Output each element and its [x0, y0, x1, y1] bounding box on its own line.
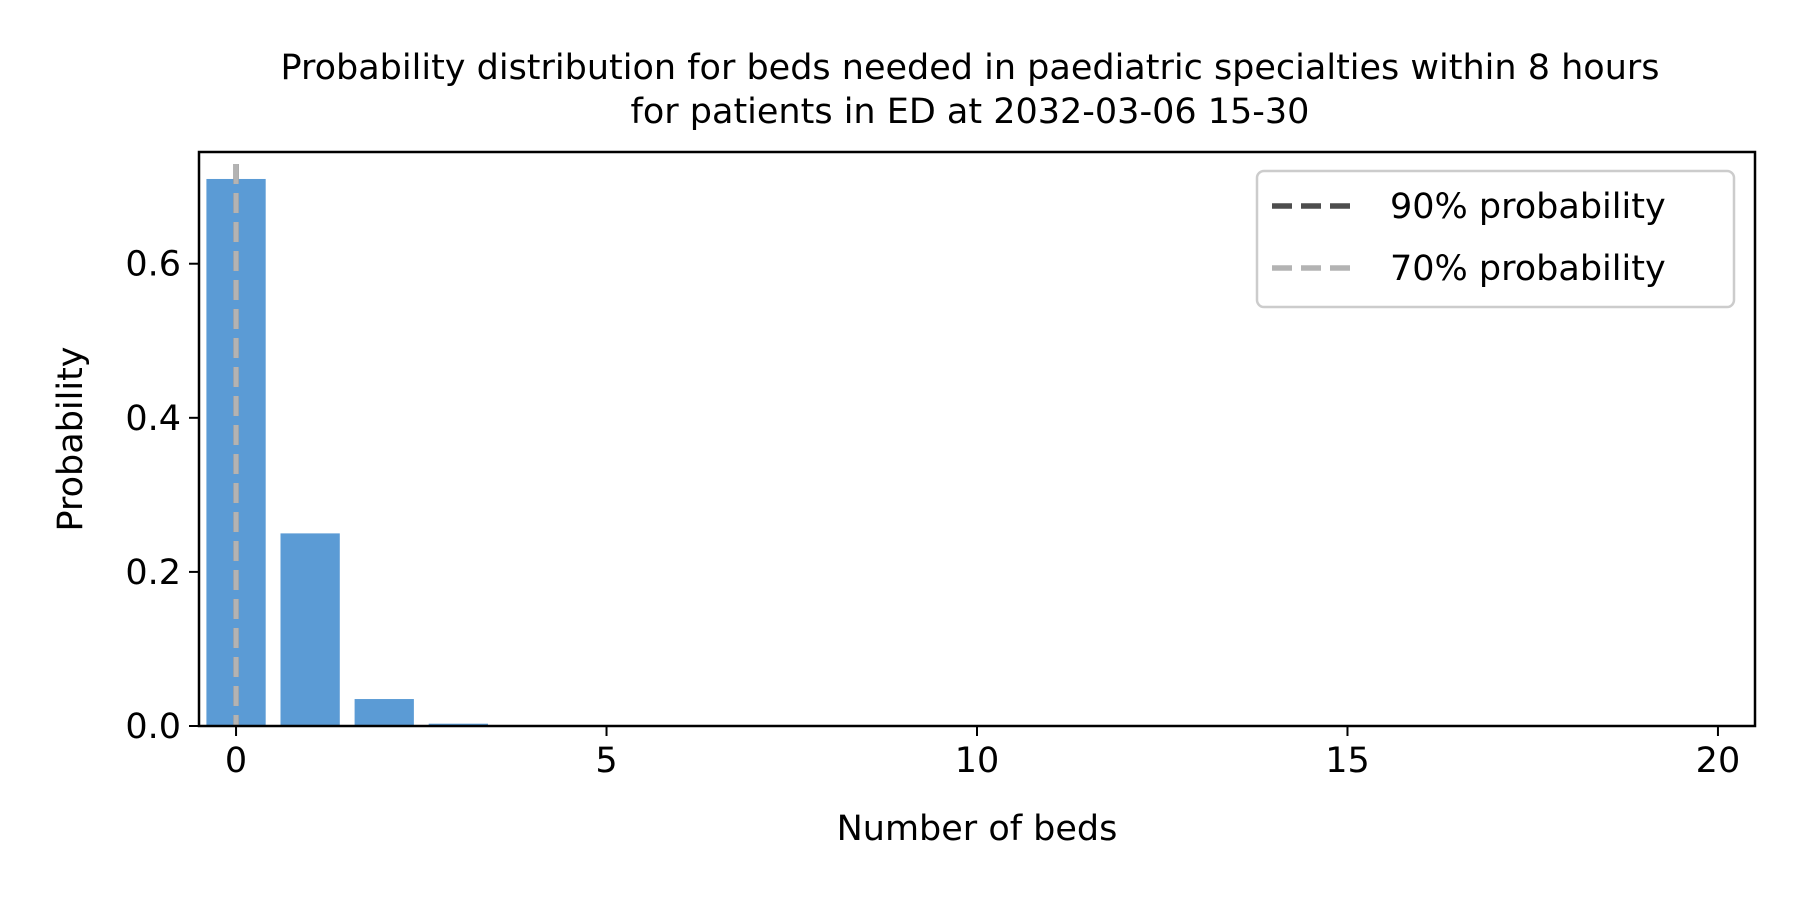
bar-1: [280, 533, 340, 726]
legend: 90% probability 70% probability: [1255, 169, 1736, 309]
y-ticks-layer: 0.0 0.2 0.4 0.6: [125, 245, 199, 747]
y-tick-label: 0.6: [125, 245, 181, 285]
chart-title-line1: Probability distribution for beds needed…: [280, 48, 1659, 88]
x-tick-label: 5: [595, 741, 617, 781]
legend-label-70-percent: 70% probability: [1390, 249, 1666, 289]
x-axis-label: Number of beds: [837, 809, 1118, 849]
legend-label-90-percent: 90% probability: [1390, 187, 1666, 227]
x-tick-label: 10: [955, 741, 1000, 781]
legend-box: [1255, 169, 1736, 309]
y-axis-label: Probability: [51, 346, 91, 531]
y-tick-label: 0.4: [125, 399, 181, 439]
bar-2: [354, 699, 414, 726]
y-tick-label: 0.2: [125, 553, 181, 593]
x-tick-label: 15: [1325, 741, 1370, 781]
x-tick-label: 0: [225, 741, 247, 781]
x-ticks-layer: 0 5 10 15 20: [225, 726, 1740, 781]
x-tick-label: 20: [1696, 741, 1741, 781]
chart-title-line2: for patients in ED at 2032-03-06 15-30: [631, 92, 1310, 132]
y-tick-label: 0.0: [125, 707, 181, 747]
